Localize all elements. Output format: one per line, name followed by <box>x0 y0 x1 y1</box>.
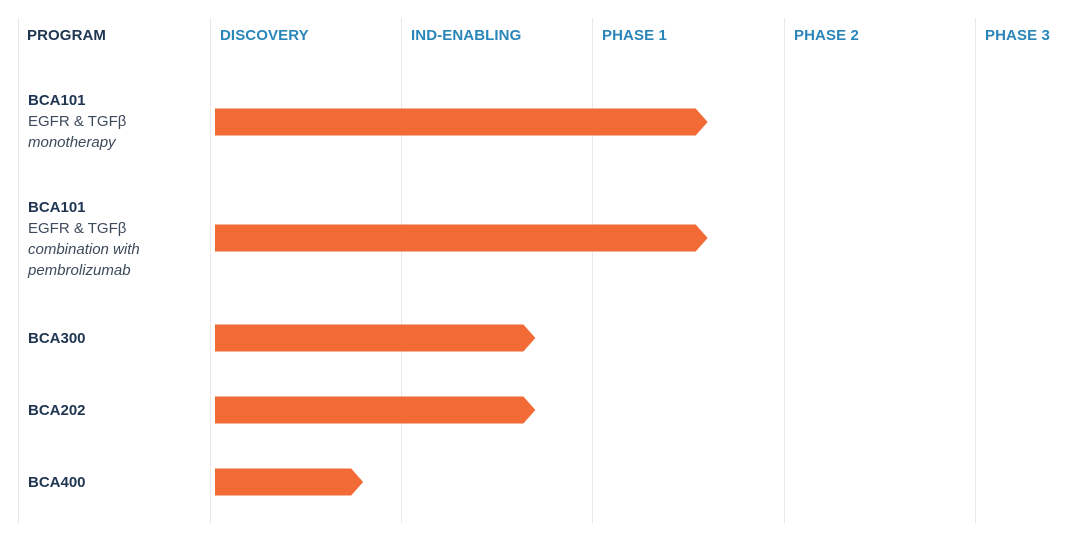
progress-arrow-bca400 <box>215 468 364 496</box>
gridline-left <box>18 18 19 523</box>
stage-header-discovery: DISCOVERY <box>220 27 309 44</box>
gridline-phase-2 <box>784 18 785 523</box>
program-row-label: BCA101 EGFR & TGFβ monotherapy <box>28 90 203 153</box>
program-target: EGFR & TGFβ <box>28 220 127 237</box>
program-row-label: BCA300 <box>28 328 203 349</box>
program-name: BCA202 <box>28 402 86 419</box>
progress-arrow-bca202 <box>215 396 536 424</box>
program-name: BCA300 <box>28 330 86 347</box>
stage-header-phase-2: PHASE 2 <box>794 27 859 44</box>
program-name: BCA400 <box>28 474 86 491</box>
progress-arrow-bca101 <box>215 224 708 252</box>
stage-header-phase-1: PHASE 1 <box>602 27 667 44</box>
program-column-header: PROGRAM <box>27 27 107 44</box>
program-note: combination with pembrolizumab <box>28 241 140 279</box>
progress-arrow-bca300 <box>215 324 536 352</box>
program-row-label: BCA101 EGFR & TGFβ combination with pemb… <box>28 197 203 281</box>
program-name: BCA101 <box>28 199 86 216</box>
gridline-phase-1 <box>592 18 593 523</box>
progress-arrow-bca101 <box>215 108 708 136</box>
stage-header-phase-3: PHASE 3 <box>985 27 1050 44</box>
gridline-phase-3 <box>975 18 976 523</box>
program-name: BCA101 <box>28 92 86 109</box>
program-row-label: BCA202 <box>28 400 203 421</box>
gridline-ind-enabling <box>401 18 402 523</box>
program-row-label: BCA400 <box>28 472 203 493</box>
stage-header-ind-enabling: IND-ENABLING <box>411 27 522 44</box>
program-target: EGFR & TGFβ <box>28 113 127 130</box>
gridline-discovery <box>210 18 211 523</box>
program-note: monotherapy <box>28 134 116 151</box>
